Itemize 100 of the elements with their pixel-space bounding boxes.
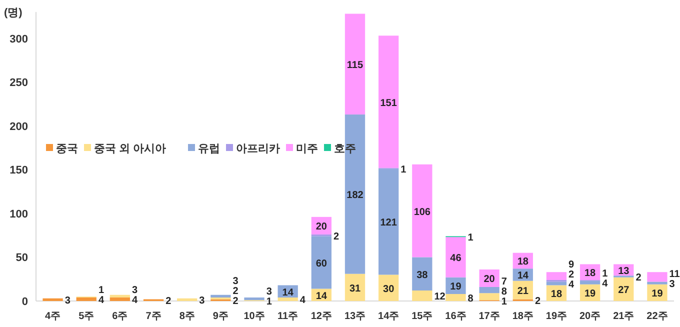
bar [42, 298, 63, 301]
bar [479, 293, 500, 300]
data-label: 20 [484, 274, 496, 286]
data-label: 14 [282, 287, 294, 298]
data-label: 11 [669, 269, 680, 280]
bar [76, 297, 96, 301]
x-tick-label: 12주 [310, 311, 332, 322]
data-label: 1 [501, 296, 508, 308]
y-tick-label: 250 [10, 77, 28, 90]
data-label: 3 [669, 279, 676, 290]
bar [344, 274, 366, 301]
data-label: 30 [383, 284, 395, 295]
data-label: 18 [550, 289, 562, 300]
y-tick-label: 50 [16, 252, 28, 264]
bar [412, 290, 432, 301]
data-label: 18 [517, 256, 529, 268]
legend-label: 중국 [56, 143, 78, 155]
x-tick-label: 18주 [512, 311, 534, 322]
data-label: 182 [346, 190, 364, 202]
data-label: 18 [584, 268, 596, 280]
x-tick-label: 7주 [146, 311, 162, 322]
bar [647, 282, 668, 284]
y-tick-label: 150 [10, 164, 28, 177]
bar [647, 272, 668, 282]
data-label: 8 [501, 286, 508, 298]
data-label: 19 [450, 282, 462, 293]
bar [244, 297, 264, 300]
x-tick-label: 22주 [646, 311, 668, 322]
bar [110, 294, 130, 298]
data-label: 2 [568, 269, 575, 280]
data-label: 31 [349, 283, 361, 294]
data-label: 4 [568, 279, 575, 290]
x-tick-label: 11주 [278, 311, 298, 322]
data-label: 3 [64, 296, 71, 307]
x-tick-label: 16주 [445, 311, 466, 322]
bar [412, 164, 432, 258]
bar [614, 277, 634, 301]
data-label: 38 [416, 270, 428, 281]
data-label: 46 [450, 253, 462, 264]
data-label: 2 [534, 296, 541, 308]
legend-label: 호주 [334, 143, 356, 155]
data-label: 2 [333, 231, 340, 242]
data-label: 3 [266, 286, 272, 298]
data-label: 21 [517, 286, 529, 298]
data-label: 4 [602, 278, 608, 290]
bar [378, 36, 399, 168]
x-tick-label: 4주 [45, 311, 61, 322]
legend-label: 미주 [296, 143, 318, 155]
data-label: 151 [380, 98, 398, 109]
y-tick-label: 100 [10, 208, 28, 220]
y-tick-label: 200 [10, 120, 28, 133]
data-label: 1 [266, 296, 272, 308]
data-label: 4 [300, 295, 306, 306]
x-tick-label: 17주 [478, 311, 500, 322]
x-tick-label: 15주 [412, 311, 433, 322]
data-label: 7 [501, 276, 508, 288]
data-label: 2 [636, 272, 642, 284]
x-tick-label: 8주 [179, 311, 195, 322]
x-tick-label: 5주 [78, 311, 94, 322]
legend-label: 유럽 [198, 143, 220, 155]
x-tick-label: 14주 [378, 311, 400, 322]
data-label: 12 [434, 292, 446, 303]
x-tick-label: 21주 [613, 311, 634, 322]
x-tick-label: 13주 [344, 311, 366, 322]
bar [210, 294, 231, 298]
data-label: 106 [414, 206, 431, 218]
bar [378, 168, 399, 275]
data-label: 2 [166, 296, 172, 308]
bar [580, 280, 600, 284]
data-label: 4 [98, 295, 104, 306]
data-label: 1 [468, 232, 474, 244]
bar [177, 298, 198, 301]
data-label: 60 [316, 258, 328, 270]
data-label: 9 [568, 259, 575, 270]
data-label: 19 [652, 288, 664, 300]
y-tick-label: 0 [22, 296, 28, 308]
x-tick-label: 6주 [112, 311, 128, 322]
bar [110, 297, 130, 301]
data-label: 121 [380, 218, 398, 229]
bar [311, 236, 332, 289]
bar [446, 294, 466, 301]
legend-label: 아프리카 [236, 143, 280, 155]
legend-label: 중국 외 아시아 [94, 143, 166, 155]
bar [412, 257, 432, 290]
bar [378, 274, 399, 301]
data-label: 1 [602, 268, 608, 280]
data-label: 1 [400, 164, 407, 176]
data-label: 3 [232, 276, 239, 288]
data-label: 1 [98, 285, 104, 296]
x-tick-label: 9주 [212, 311, 228, 322]
data-label: 20 [316, 222, 328, 233]
y-axis-title: (명) [4, 7, 23, 19]
bar [344, 14, 366, 114]
x-tick-label: 10주 [244, 311, 265, 322]
data-label: 2 [232, 296, 239, 308]
data-label: 8 [468, 293, 474, 304]
data-label: 14 [517, 270, 529, 282]
bar [479, 286, 500, 294]
data-label: 14 [316, 290, 328, 302]
bar [546, 282, 567, 286]
